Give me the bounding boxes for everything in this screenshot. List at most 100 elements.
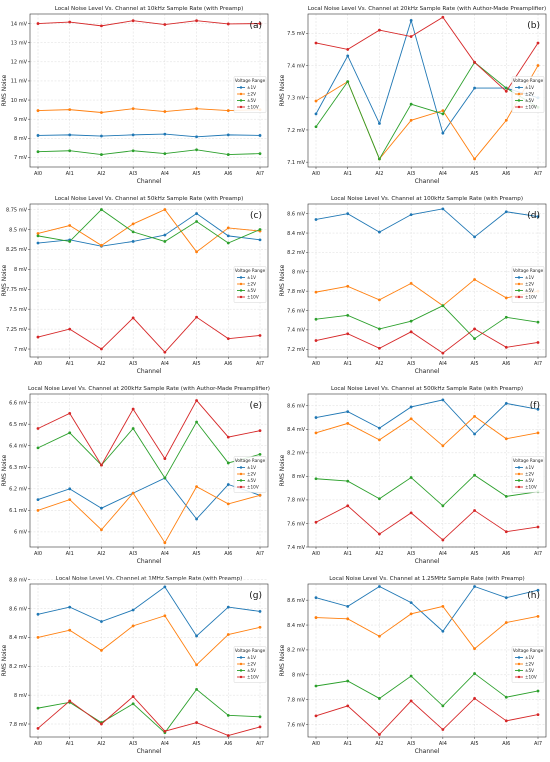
plot-frame [307,393,547,548]
data-point [346,422,350,425]
series-line-4 [315,328,539,354]
data-point [504,695,508,699]
legend-label: ±2V [247,662,256,667]
legend-marker [517,92,521,96]
data-point [378,346,381,350]
x-tick-label: AI4 [439,171,447,177]
data-point [504,315,508,319]
data-point [314,41,318,45]
legend-box [511,456,545,493]
data-point [314,684,318,688]
legend-box [511,76,545,113]
y-tick-label: 6 mV [14,530,28,536]
chart-panel-4: Local Noise Level Vs. Channel at 100kHz … [279,196,547,375]
legend-label: ±10V [247,295,259,300]
data-point [346,332,350,336]
data-point [36,150,40,154]
y-tick-label: 8 mV [292,673,306,679]
data-point [195,107,198,111]
series-line-1 [37,133,261,138]
y-tick-label: 7.4 mV [287,328,305,334]
data-point [100,208,103,211]
y-tick-label: 7 mV [14,347,28,353]
data-point [100,244,103,247]
data-point [473,509,476,512]
legend-label: ±1V [247,465,256,470]
series-line-4 [315,16,539,92]
x-tick-label: AI5 [193,551,201,557]
data-point [409,118,413,122]
panel-label: (c) [250,211,262,221]
y-tick-label: 8.8 mV [9,577,27,583]
x-tick-label: AI3 [407,741,415,747]
y-tick-label: 7.8 mV [287,498,305,504]
x-tick-label: AI2 [97,551,105,557]
data-point [441,398,445,402]
data-point [536,614,540,618]
data-point [195,634,198,638]
data-point [409,213,413,217]
data-point [163,614,167,618]
series-line-2 [315,278,539,307]
chart-title: Local Noise Level Vs. Channel at 50kHz S… [55,196,244,202]
data-point [68,498,72,501]
data-point [226,483,230,486]
data-point [36,498,40,501]
series-line-2 [315,65,539,160]
legend-box [511,266,545,303]
x-tick-label: AI2 [375,171,383,177]
data-point [314,317,318,321]
y-tick-label: 14 mV [11,21,28,27]
legend-marker [517,289,521,292]
data-point [195,420,198,424]
data-point [258,429,262,433]
data-point [536,41,540,45]
legend-title: Voltage Range [235,78,266,83]
y-tick-label: 8.2 mV [9,664,27,670]
chart-panel-1: Local Noise Level Vs. Channel at 10kHz S… [1,6,269,185]
y-tick-label: 7.3 mV [287,96,305,102]
series-line-4 [37,20,261,27]
data-point [131,222,135,226]
series-line-4 [37,316,261,353]
y-tick-label: 7.4 mV [287,545,305,551]
x-tick-label: AI7 [256,361,264,367]
data-point [504,345,508,349]
chart-title: Local Noise Level Vs. Channel at 1.25MHz… [329,576,524,582]
legend-marker [239,656,243,659]
x-tick-label: AI6 [502,171,510,177]
x-tick-label: AI1 [66,361,74,367]
legend-marker [239,295,243,299]
x-axis-label: Channel [137,748,162,755]
data-point [226,605,230,609]
series-line-2 [37,486,261,544]
panel-label: (b) [527,21,540,31]
x-axis-label: Channel [415,558,440,565]
y-tick-label: 8 mV [292,474,306,480]
legend-label: ±5V [525,478,534,483]
data-point [131,491,135,495]
y-tick-label: 6.1 mV [9,508,27,514]
data-point [378,634,381,638]
x-axis-label: Channel [415,748,440,755]
data-point [504,719,508,723]
data-point [195,212,198,215]
x-tick-label: AI0 [34,171,42,177]
series-line-3 [315,305,539,340]
legend-marker [517,656,521,659]
data-point [258,228,262,231]
data-point [36,234,40,238]
data-point [378,532,381,536]
data-point [378,426,381,430]
data-point [346,479,350,483]
data-point [226,734,230,737]
series-line-3 [37,421,261,479]
x-tick-label: AI1 [66,741,74,747]
series-line-3 [37,149,261,156]
data-point [163,541,167,545]
y-tick-label: 9 mV [14,117,28,123]
plot-frame [29,583,269,738]
legend-label: ±2V [525,92,534,97]
